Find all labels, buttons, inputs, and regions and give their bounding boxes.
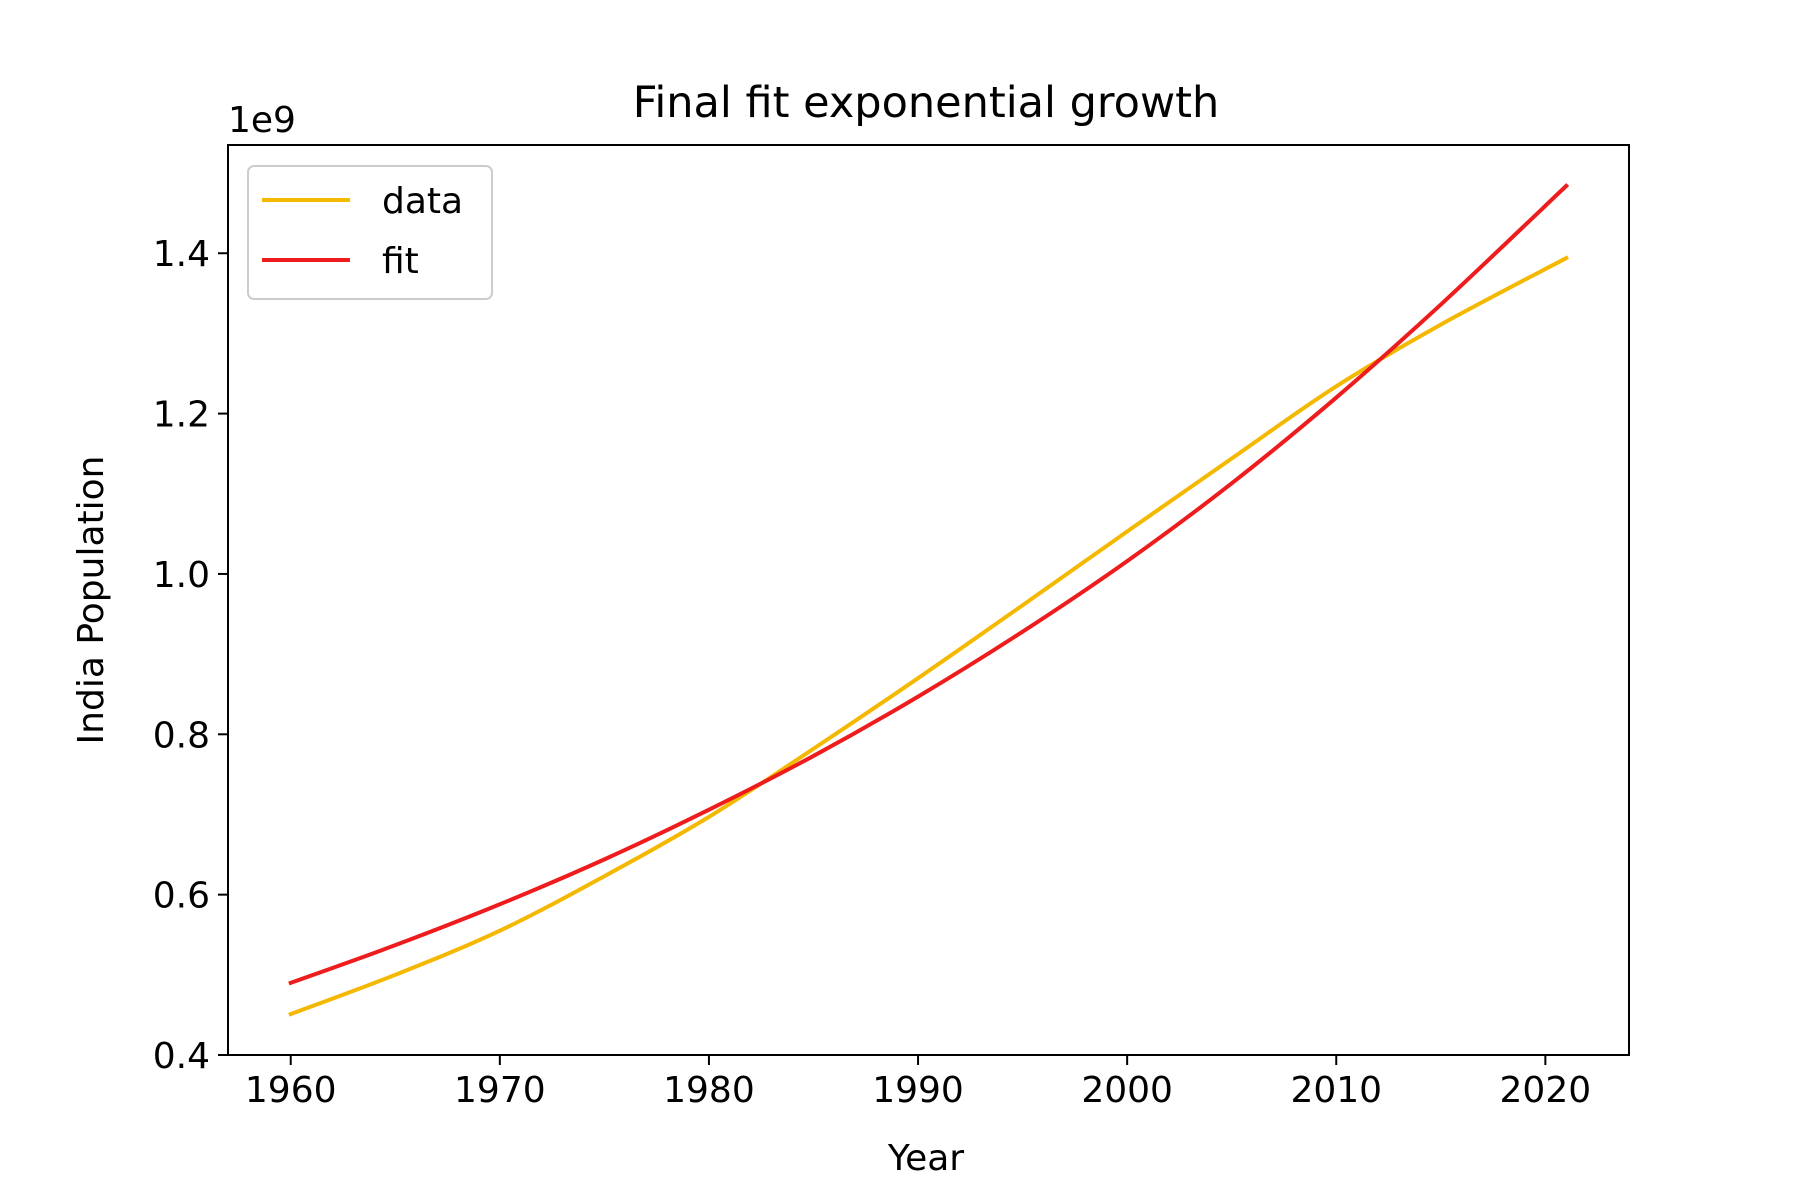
y-tick-label: 0.8 — [153, 715, 210, 756]
series-line-data — [288, 255, 1569, 1017]
series-line-fit — [288, 183, 1570, 986]
x-tick-label: 2020 — [1500, 1070, 1592, 1111]
y-offset-label: 1e9 — [228, 100, 296, 141]
legend: data fit — [247, 165, 493, 300]
x-tick-label: 1970 — [454, 1070, 546, 1111]
legend-label-fit: fit — [382, 241, 419, 282]
series-layer — [288, 183, 1570, 1017]
x-tick-label: 1980 — [663, 1070, 755, 1111]
y-tick-label: 1.4 — [153, 234, 210, 275]
y-tick-label: 0.4 — [153, 1036, 210, 1077]
x-axis-ticks: 1960 1970 1980 1990 2000 2010 2020 — [245, 1055, 1591, 1111]
chart-title: Final fit exponential growth — [633, 78, 1219, 128]
x-tick-label: 1960 — [245, 1070, 337, 1111]
y-axis-label: India Population — [71, 456, 112, 745]
x-tick-label: 2000 — [1081, 1070, 1173, 1111]
y-tick-label: 1.0 — [153, 555, 210, 596]
x-tick-label: 1990 — [872, 1070, 964, 1111]
legend-label-data: data — [382, 181, 463, 222]
x-axis-label: Year — [887, 1138, 964, 1179]
x-tick-label: 2010 — [1290, 1070, 1382, 1111]
y-tick-label: 0.6 — [153, 876, 210, 917]
y-tick-label: 1.2 — [153, 395, 210, 436]
plot-frame — [227, 144, 1630, 1056]
y-axis-ticks: 0.4 0.6 0.8 1.0 1.2 1.4 — [153, 234, 228, 1077]
